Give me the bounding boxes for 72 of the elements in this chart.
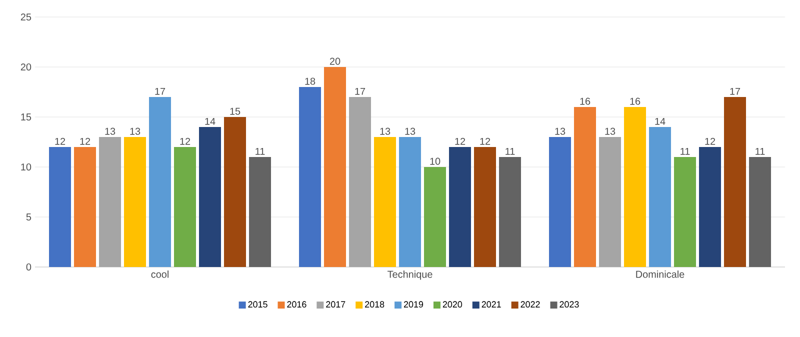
- legend-label: 2016: [287, 301, 306, 308]
- x-tick-label: Dominicale: [636, 270, 684, 278]
- legend-label: 2017: [326, 301, 346, 308]
- legend-label: 2021: [482, 301, 501, 308]
- bar: [124, 137, 146, 267]
- bar: [674, 157, 696, 267]
- data-label: 12: [455, 138, 466, 145]
- bar: [699, 147, 722, 267]
- data-label: 17: [730, 88, 740, 95]
- data-label: 12: [180, 138, 190, 145]
- bar: [99, 137, 121, 267]
- data-label: 12: [80, 138, 90, 145]
- data-label: 13: [105, 128, 116, 135]
- bar: [224, 117, 246, 267]
- data-label: 13: [605, 128, 616, 135]
- y-tick-label: 25: [20, 13, 32, 21]
- bar: [74, 147, 96, 267]
- y-tick-label: 0: [26, 263, 32, 271]
- legend-label: 2019: [404, 301, 424, 308]
- bar: [724, 97, 746, 267]
- y-tick-label: 15: [21, 114, 32, 120]
- bar: [749, 157, 772, 267]
- bar: [374, 137, 396, 267]
- bar: [474, 147, 496, 267]
- legend-label: 2015: [248, 301, 268, 308]
- data-label: 14: [655, 118, 666, 125]
- data-label: 13: [380, 128, 390, 135]
- legend-label: 2023: [560, 301, 579, 308]
- y-tick-label: 5: [26, 214, 32, 220]
- bar: [174, 147, 196, 267]
- bar: [399, 137, 422, 267]
- legend-label: 2022: [520, 301, 540, 308]
- data-label: 14: [205, 118, 216, 125]
- data-label: 20: [330, 58, 340, 65]
- bar: [649, 127, 672, 267]
- x-tick-label: Technique: [388, 270, 432, 280]
- bar: [574, 107, 596, 267]
- data-label: 11: [506, 148, 515, 155]
- bar: [424, 167, 446, 267]
- data-label: 11: [680, 148, 690, 155]
- data-label: 11: [756, 148, 765, 155]
- data-label: 13: [130, 128, 140, 135]
- y-tick-label: 20: [20, 63, 32, 71]
- data-label: 16: [580, 98, 590, 105]
- data-label: 12: [480, 138, 490, 145]
- bar: [624, 107, 646, 267]
- data-label: 16: [630, 98, 640, 105]
- bar: [49, 147, 71, 267]
- data-label: 17: [155, 88, 166, 95]
- data-label: 10: [430, 158, 440, 165]
- data-label: 17: [355, 88, 366, 95]
- bar: [449, 147, 472, 267]
- data-label: 15: [230, 108, 240, 115]
- data-label: 11: [256, 148, 265, 155]
- x-tick-label: cool: [151, 270, 168, 278]
- legend-label: 2020: [442, 301, 462, 308]
- bar: [549, 137, 572, 267]
- bar: [349, 97, 372, 267]
- bar: [249, 157, 272, 267]
- data-label: 12: [705, 138, 716, 145]
- bar: [499, 157, 522, 267]
- bar: [199, 127, 221, 267]
- legend-label: 2018: [365, 301, 384, 308]
- data-label: 13: [405, 128, 416, 135]
- data-label: 18: [305, 78, 316, 85]
- bar: [299, 87, 322, 267]
- bar: [149, 97, 171, 267]
- data-label: 12: [55, 138, 66, 145]
- bar: [324, 67, 346, 267]
- y-tick-label: 10: [21, 163, 32, 171]
- data-label: 13: [555, 128, 566, 135]
- bar: [599, 137, 622, 267]
